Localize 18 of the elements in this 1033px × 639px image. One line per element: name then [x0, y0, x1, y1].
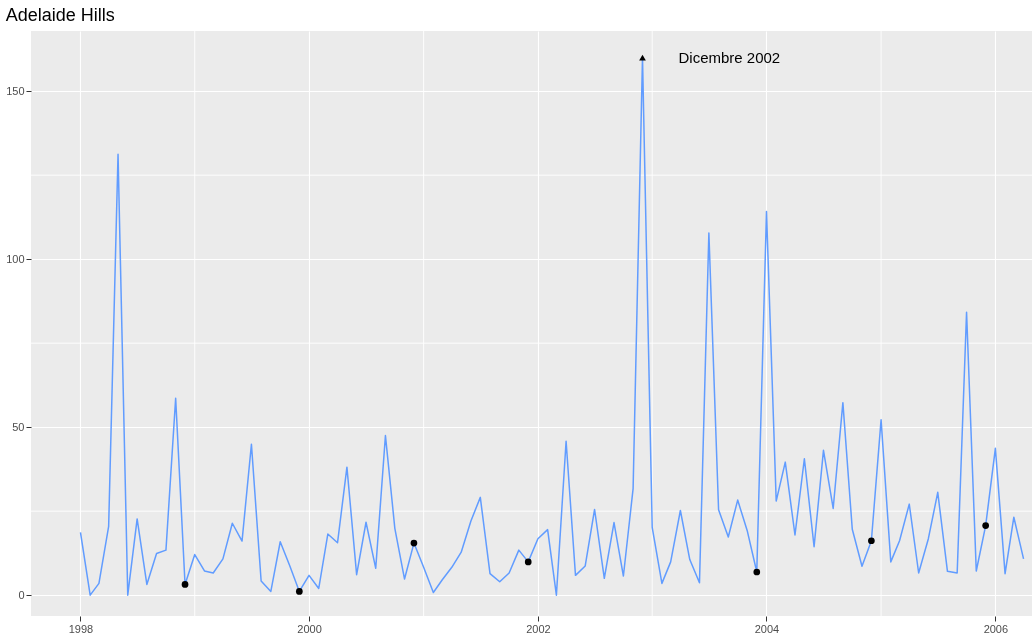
- y-tick-label: 150: [6, 84, 25, 97]
- point: [753, 568, 761, 576]
- y-tick-label: 100: [6, 252, 25, 265]
- x-tick-label: 1998: [68, 622, 94, 635]
- point: [181, 581, 189, 588]
- point: [524, 558, 532, 566]
- x-tick-label: 2006: [983, 622, 1009, 635]
- annotation: Dicembre 2002: [678, 48, 781, 66]
- point: [410, 539, 418, 547]
- point: [868, 537, 875, 545]
- y-tick-label: 0: [18, 588, 25, 601]
- x-tick-label: 2002: [526, 622, 551, 635]
- x-tick-label: 2004: [754, 622, 780, 635]
- chart-title: Adelaide Hills: [5, 4, 115, 25]
- y-tick-label: 50: [12, 420, 25, 433]
- x-tick-label: 2000: [297, 622, 322, 635]
- point: [295, 588, 303, 595]
- point: [982, 522, 990, 529]
